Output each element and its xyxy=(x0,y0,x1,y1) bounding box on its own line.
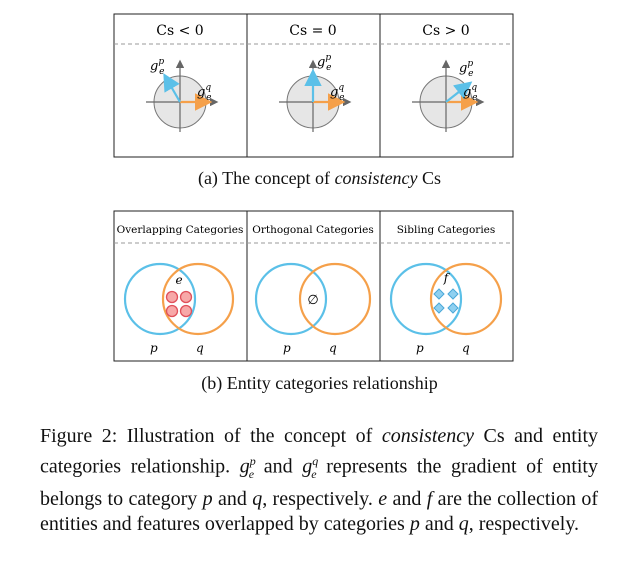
feature-diamond xyxy=(447,302,459,314)
figure-panels: Cs < 0 gp e gq e Cs = 0 gp e gq e Cs > 0 gp e gq e Ove… xyxy=(113,13,514,362)
category-panel-3: Sibling Categories p q f xyxy=(389,224,503,355)
p-label: p xyxy=(416,341,424,355)
category-q-circle xyxy=(429,262,503,336)
set-label: ∅ xyxy=(307,293,318,308)
gp-label: gp e xyxy=(317,53,331,73)
category-p-circle xyxy=(389,262,463,336)
consistency-panel-3: Cs > 0 gp e gq e xyxy=(412,23,485,132)
q-label: q xyxy=(329,341,337,355)
gq-label: gq e xyxy=(463,83,477,103)
set-label: e xyxy=(175,273,182,287)
panel-title: Cs = 0 xyxy=(289,23,336,39)
p-label: p xyxy=(150,341,158,355)
feature-diamond xyxy=(433,302,445,314)
q-label: q xyxy=(462,341,470,355)
subcaption-b: (b) Entity categories relationship xyxy=(201,373,438,393)
entity-dot xyxy=(165,304,179,318)
category-panel-2: Orthogonal Categories p q ∅ xyxy=(252,224,373,355)
gp-label: gp e xyxy=(150,57,164,77)
caption-italic: consistency xyxy=(381,425,475,447)
subcaption-a: (a) The concept of consistency Cs xyxy=(197,168,442,188)
category-q-circle xyxy=(298,262,372,336)
gp-arrow xyxy=(163,73,181,103)
panel-title: Cs < 0 xyxy=(156,23,203,39)
figure-b: Overlapping Categories p q e Orthogonal Cate… xyxy=(113,210,514,362)
entity-dot xyxy=(179,290,193,304)
feature-diamond xyxy=(447,288,459,300)
category-panel-1: Overlapping Categories p q e xyxy=(117,224,244,355)
consistency-panel-2: Cs = 0 gp e gq e xyxy=(279,23,352,132)
p-label: p xyxy=(283,341,291,355)
gp-arrow xyxy=(445,81,473,103)
set-label: f xyxy=(443,271,451,285)
category-p-circle xyxy=(123,262,197,336)
category-p-circle xyxy=(254,262,328,336)
gq-label: gq e xyxy=(197,83,211,103)
entity-dot xyxy=(165,290,179,304)
feature-diamond xyxy=(433,288,445,300)
gp-label: gp e xyxy=(459,59,473,79)
panel-title: Sibling Categories xyxy=(397,224,496,236)
q-label: q xyxy=(196,341,204,355)
panel-title: Orthogonal Categories xyxy=(252,224,373,236)
category-q-circle xyxy=(161,262,235,336)
gq-label: gq e xyxy=(330,83,344,103)
figure-caption: Figure 2: Illustration of the concept of… xyxy=(40,425,598,535)
caption-prefix: Figure 2: Illustration of the concept of xyxy=(40,425,382,447)
figure-a: Cs < 0 gp e gq e Cs = 0 gp e gq e Cs > 0 gp e gq e xyxy=(113,13,514,158)
entity-dot xyxy=(179,304,193,318)
panel-title: Overlapping Categories xyxy=(117,224,244,236)
consistency-panel-1: Cs < 0 gp e gq e xyxy=(146,23,219,132)
panel-title: Cs > 0 xyxy=(422,23,469,39)
